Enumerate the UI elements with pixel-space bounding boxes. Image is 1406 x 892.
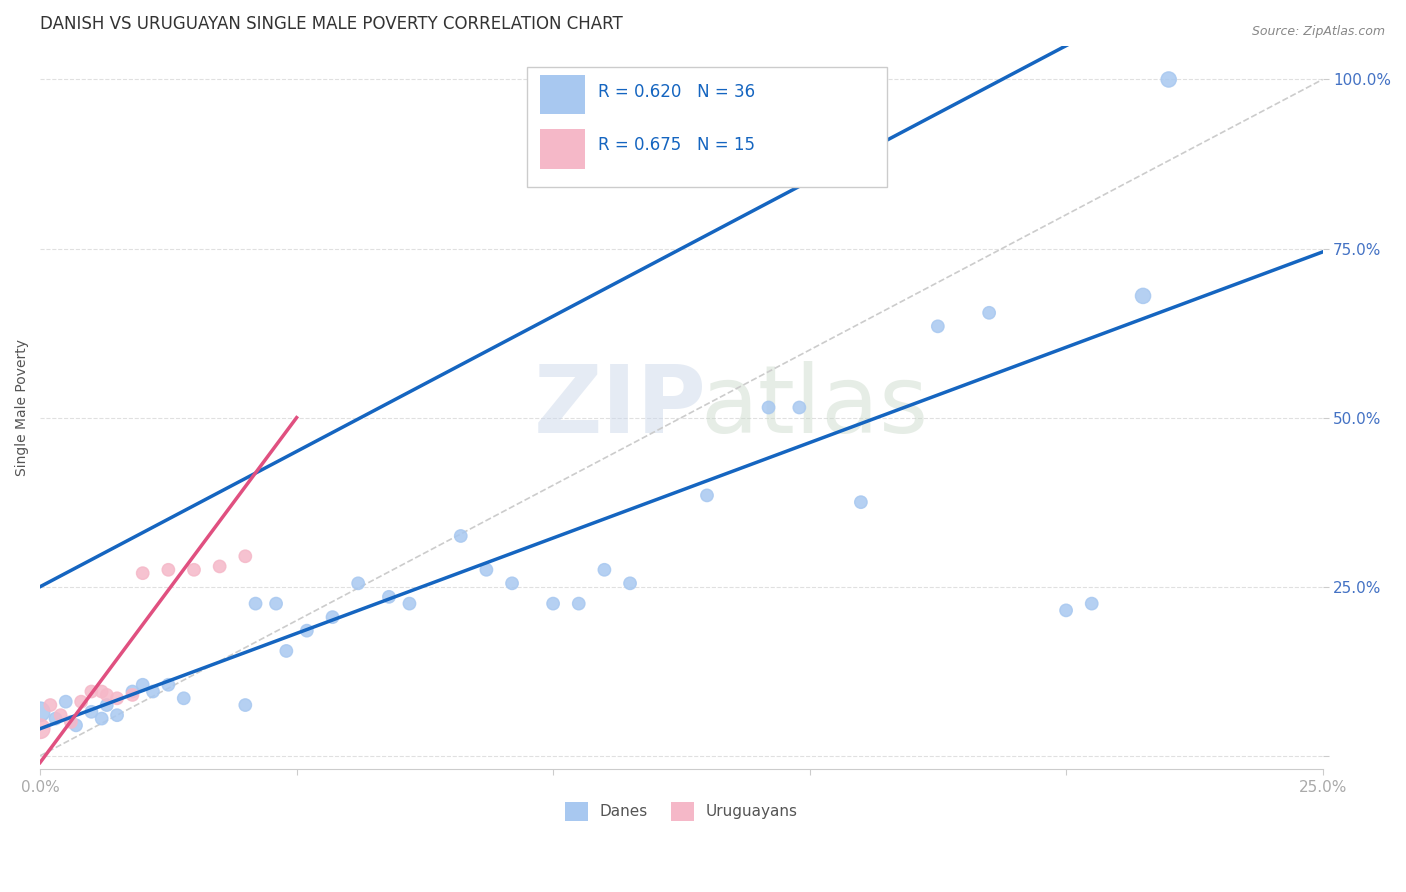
- Point: [568, 597, 591, 611]
- Point: [398, 597, 420, 611]
- Y-axis label: Single Male Poverty: Single Male Poverty: [15, 339, 30, 476]
- Point: [157, 563, 180, 577]
- Point: [927, 319, 949, 334]
- Point: [142, 684, 165, 698]
- Point: [44, 712, 66, 726]
- Point: [70, 695, 93, 709]
- FancyBboxPatch shape: [527, 68, 887, 186]
- Point: [65, 718, 87, 732]
- FancyBboxPatch shape: [540, 75, 585, 114]
- Point: [276, 644, 298, 658]
- Point: [121, 684, 143, 698]
- Point: [1157, 72, 1180, 87]
- Point: [49, 708, 72, 723]
- Text: ZIP: ZIP: [534, 361, 707, 453]
- Point: [475, 563, 498, 577]
- Point: [30, 722, 52, 736]
- Point: [1080, 597, 1102, 611]
- Point: [1054, 603, 1077, 617]
- Text: atlas: atlas: [700, 361, 929, 453]
- Point: [1132, 289, 1154, 303]
- Point: [90, 712, 112, 726]
- Text: Source: ZipAtlas.com: Source: ZipAtlas.com: [1251, 25, 1385, 38]
- Point: [30, 705, 52, 719]
- Point: [233, 549, 256, 564]
- Point: [593, 563, 616, 577]
- Point: [96, 688, 118, 702]
- Point: [245, 597, 267, 611]
- Point: [80, 684, 103, 698]
- Point: [121, 688, 143, 702]
- Point: [59, 714, 82, 729]
- Point: [619, 576, 641, 591]
- Point: [849, 495, 872, 509]
- Point: [105, 708, 128, 723]
- Point: [157, 678, 180, 692]
- Text: R = 0.620   N = 36: R = 0.620 N = 36: [598, 83, 755, 102]
- Point: [378, 590, 401, 604]
- Point: [979, 306, 1001, 320]
- Point: [541, 597, 564, 611]
- Point: [131, 678, 153, 692]
- Point: [789, 401, 811, 415]
- Point: [264, 597, 287, 611]
- FancyBboxPatch shape: [540, 128, 585, 169]
- Point: [80, 705, 103, 719]
- Point: [295, 624, 318, 638]
- Point: [183, 563, 205, 577]
- Point: [208, 559, 231, 574]
- Point: [321, 610, 343, 624]
- Point: [347, 576, 370, 591]
- Legend: Danes, Uruguayans: Danes, Uruguayans: [558, 796, 804, 827]
- Point: [450, 529, 472, 543]
- Point: [696, 488, 718, 502]
- Point: [501, 576, 523, 591]
- Point: [90, 684, 112, 698]
- Point: [758, 401, 780, 415]
- Point: [131, 566, 153, 581]
- Point: [96, 698, 118, 712]
- Point: [233, 698, 256, 712]
- Point: [105, 691, 128, 706]
- Point: [173, 691, 195, 706]
- Point: [39, 698, 62, 712]
- Point: [55, 695, 77, 709]
- Text: DANISH VS URUGUAYAN SINGLE MALE POVERTY CORRELATION CHART: DANISH VS URUGUAYAN SINGLE MALE POVERTY …: [41, 15, 623, 33]
- Text: R = 0.675   N = 15: R = 0.675 N = 15: [598, 136, 755, 154]
